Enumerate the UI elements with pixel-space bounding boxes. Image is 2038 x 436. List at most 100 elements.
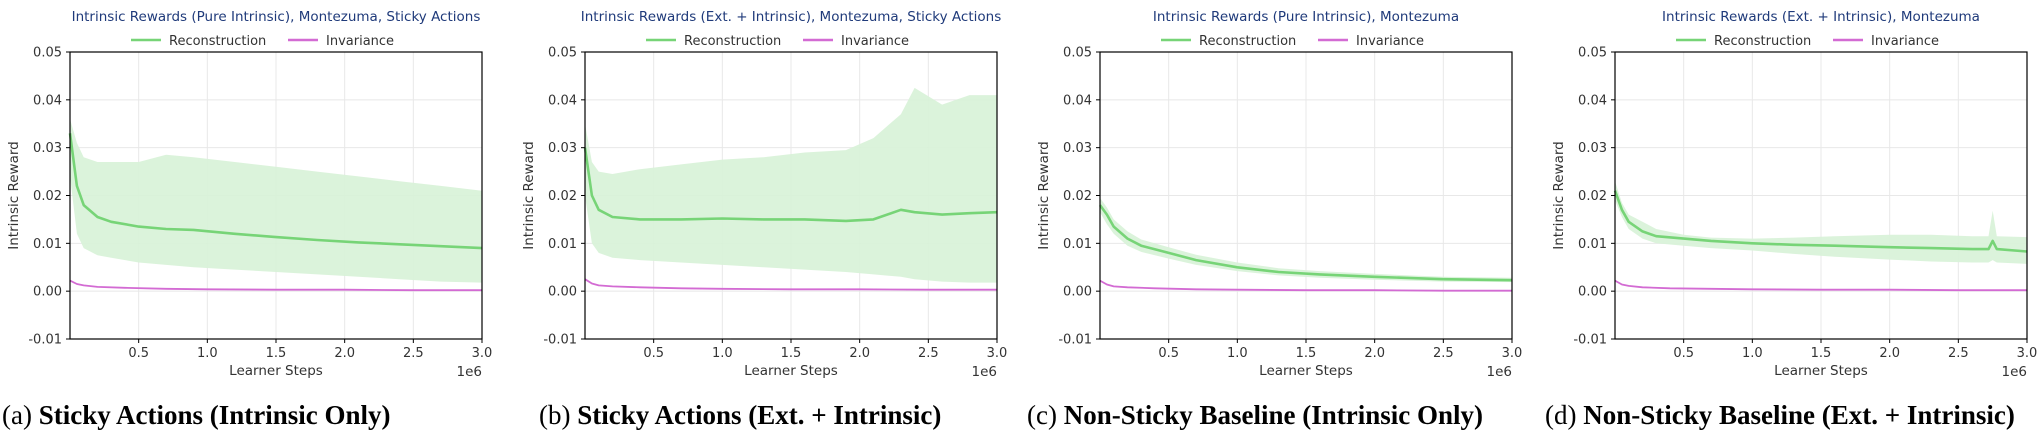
series-line-invariance <box>69 279 482 292</box>
x-tick-label: 3.0 <box>472 346 493 361</box>
y-tick-label: 0.03 <box>33 141 62 156</box>
series-line-invariance <box>1614 279 2027 292</box>
y-axis-label: Intrinsic Reward <box>521 141 537 249</box>
caption-b: (b) Sticky Actions (Ext. + Intrinsic) <box>539 400 941 431</box>
y-tick-label: 0.05 <box>1063 46 1092 61</box>
chart-panel-3: -0.01 0.00 0.01 0.02 0.03 0.04 0.05 0.5 1.0 1.5 2.… <box>1036 9 1522 380</box>
x-tick-label: 1.5 <box>266 346 287 361</box>
x-tick-label: 0.5 <box>643 346 664 361</box>
y-tick-label: -0.01 <box>1058 333 1092 348</box>
chart-title: Intrinsic Rewards (Pure Intrinsic), Mont… <box>72 9 481 25</box>
x-tick-label: 0.5 <box>128 346 149 361</box>
x-tick-label: 1.5 <box>781 346 802 361</box>
caption-title: Sticky Actions (Ext. + Intrinsic) <box>577 400 942 430</box>
legend-label: Reconstruction <box>1714 34 1811 49</box>
y-axis-label: Intrinsic Reward <box>1551 141 1567 249</box>
chart-title: Intrinsic Rewards (Ext. + Intrinsic), Mo… <box>581 9 1001 25</box>
chart-panel-2: -0.01 0.00 0.01 0.02 0.03 0.04 0.05 0.5 1.0 1.5 2.… <box>521 9 1007 380</box>
chart-panel-4: -0.01 0.00 0.01 0.02 0.03 0.04 0.05 0.5 1.0 1.5 2.… <box>1551 9 2037 380</box>
series-band-reconstruction <box>585 87 997 283</box>
y-tick-label: 0.01 <box>548 237 577 252</box>
y-tick-label: 0.04 <box>33 93 62 108</box>
x-tick-label: 2.0 <box>1879 346 1900 361</box>
caption-title: Non-Sticky Baseline (Intrinsic Only) <box>1063 400 1483 430</box>
y-tick-label: 0.00 <box>548 285 577 300</box>
y-tick-label: 0.00 <box>1063 285 1092 300</box>
x-tick-label: 3.0 <box>1502 346 1523 361</box>
x-tick-label: 2.0 <box>1364 346 1385 361</box>
y-axis-label: Intrinsic Reward <box>1036 141 1052 249</box>
x-tick-label: 0.5 <box>1158 346 1179 361</box>
y-tick-label: 0.01 <box>1063 237 1092 252</box>
y-tick-label: 0.00 <box>1578 285 1607 300</box>
y-tick-label: 0.05 <box>33 46 62 61</box>
caption-prefix: (a) <box>2 400 39 430</box>
series-line-reconstruction <box>1098 204 1513 282</box>
chart-panel-1: -0.01 0.00 0.01 0.02 0.03 0.04 0.05 0.5 1.0 1.5 2.… <box>6 9 492 380</box>
x-tick-label: 1.5 <box>1811 346 1832 361</box>
x-tick-label: 2.0 <box>849 346 870 361</box>
x-tick-label: 1.0 <box>197 346 218 361</box>
caption-d: (d) Non-Sticky Baseline (Ext. + Intrinsi… <box>1545 400 2015 431</box>
caption-prefix: (b) <box>539 400 578 430</box>
x-tick-label: 2.5 <box>403 346 424 361</box>
series-band-reconstruction <box>70 119 482 283</box>
x-tick-label: 2.5 <box>918 346 939 361</box>
x-tick-label: 2.5 <box>1948 346 1969 361</box>
legend-label: Invariance <box>1871 34 1939 49</box>
x-tick-label: 1.5 <box>1296 346 1317 361</box>
y-tick-label: 0.03 <box>1063 141 1092 156</box>
y-tick-label: 0.01 <box>33 237 62 252</box>
y-axis-label: Intrinsic Reward <box>6 141 22 249</box>
y-tick-label: 0.00 <box>33 285 62 300</box>
legend-label: Reconstruction <box>684 34 781 49</box>
series-line-invariance <box>584 278 997 291</box>
chart-title: Intrinsic Rewards (Pure Intrinsic), Mont… <box>1153 9 1459 25</box>
series-line-reconstruction <box>68 133 483 250</box>
y-tick-label: 0.05 <box>548 46 577 61</box>
y-tick-label: 0.02 <box>33 189 62 204</box>
y-tick-label: 0.03 <box>548 141 577 156</box>
x-axis-label: Learner Steps <box>1774 363 1868 379</box>
series-line-invariance <box>1099 279 1512 292</box>
y-tick-label: 0.02 <box>1063 189 1092 204</box>
series-band-reconstruction <box>1615 181 2027 264</box>
legend-label: Invariance <box>1356 34 1424 49</box>
x-tick-label: 1.0 <box>1227 346 1248 361</box>
x-tick-label: 2.5 <box>1433 346 1454 361</box>
x-tick-label: 0.5 <box>1673 346 1694 361</box>
y-tick-label: 0.02 <box>1578 189 1607 204</box>
y-tick-label: 0.05 <box>1578 46 1607 61</box>
y-tick-label: 0.04 <box>1578 93 1607 108</box>
x-axis-multiplier: 1e6 <box>2002 364 2027 380</box>
x-axis-multiplier: 1e6 <box>457 364 482 380</box>
series-line-reconstruction <box>583 147 998 223</box>
caption-prefix: (d) <box>1545 400 1584 430</box>
y-tick-label: 0.04 <box>1063 93 1092 108</box>
caption-title: Non-Sticky Baseline (Ext. + Intrinsic) <box>1583 400 2015 430</box>
y-tick-label: 0.02 <box>548 189 577 204</box>
x-tick-label: 2.0 <box>334 346 355 361</box>
y-tick-label: 0.03 <box>1578 141 1607 156</box>
x-axis-label: Learner Steps <box>1259 363 1353 379</box>
y-tick-label: 0.04 <box>548 93 577 108</box>
x-axis-label: Learner Steps <box>744 363 838 379</box>
x-axis-multiplier: 1e6 <box>1487 364 1512 380</box>
y-tick-label: -0.01 <box>1573 333 1607 348</box>
x-tick-label: 3.0 <box>987 346 1008 361</box>
caption-prefix: (c) <box>1027 400 1064 430</box>
caption-a: (a) Sticky Actions (Intrinsic Only) <box>2 400 391 431</box>
chart-title: Intrinsic Rewards (Ext. + Intrinsic), Mo… <box>1662 9 1980 25</box>
y-tick-label: 0.01 <box>1578 237 1607 252</box>
legend-label: Invariance <box>841 34 909 49</box>
x-axis-multiplier: 1e6 <box>972 364 997 380</box>
x-tick-label: 3.0 <box>2017 346 2038 361</box>
x-axis-label: Learner Steps <box>229 363 323 379</box>
y-tick-label: -0.01 <box>28 333 62 348</box>
caption-c: (c) Non-Sticky Baseline (Intrinsic Only) <box>1027 400 1483 431</box>
legend-label: Reconstruction <box>1199 34 1296 49</box>
caption-title: Sticky Actions (Intrinsic Only) <box>38 400 391 430</box>
legend-label: Reconstruction <box>169 34 266 49</box>
x-tick-label: 1.0 <box>712 346 733 361</box>
